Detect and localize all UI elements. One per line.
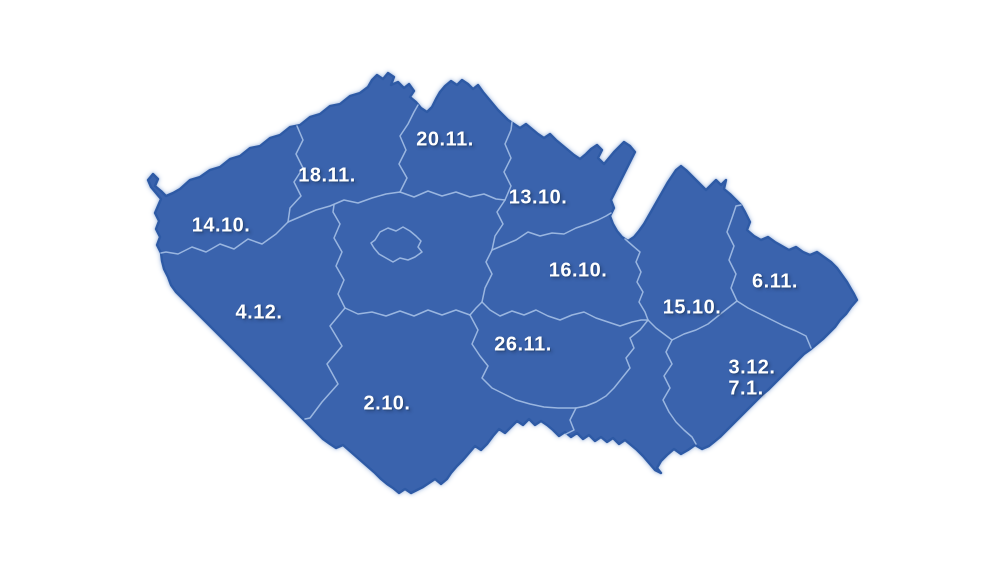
region-label-jihocesky[interactable]: 2.10.	[363, 392, 411, 415]
border-kralovehradecky-stredocesky	[491, 199, 506, 251]
border-ustecky-stredocesky	[287, 191, 401, 223]
region-label-zlinsky-date-1[interactable]: 3.12.	[728, 356, 776, 379]
border-vysocina-jihocesky	[469, 314, 577, 409]
border-karlovarsky-plzensky	[160, 221, 289, 255]
border-plzensky-stredocesky	[332, 204, 346, 309]
border-plzensky-jihocesky	[304, 307, 346, 420]
region-label-kralovehradecky[interactable]: 13.10.	[508, 186, 568, 209]
region-label-plzensky[interactable]: 4.12.	[235, 301, 283, 324]
country-outline	[146, 71, 859, 495]
region-label-vysocina[interactable]: 26.11.	[494, 333, 552, 356]
border-stredocesky-pardubicky	[481, 249, 493, 303]
region-label-liberecky[interactable]: 20.11.	[416, 128, 474, 151]
border-jihomoravsky-olomoucky	[647, 319, 673, 341]
border-stredocesky-jihocesky	[344, 307, 471, 317]
region-label-ustecky[interactable]: 18.11.	[298, 164, 356, 187]
border-ustecky-karlovarsky	[287, 125, 304, 223]
border-stredocesky-vysocina	[469, 301, 483, 316]
border-moravskoslezsky-zlinsky	[736, 300, 812, 349]
border-vysocina-jihomoravsky	[575, 319, 649, 409]
region-borders	[160, 104, 812, 445]
border-olomoucky-moravskoslezsky	[726, 204, 742, 302]
border-pardubicky-vysocina	[481, 301, 649, 327]
border-kralovehradecky-pardubicky	[491, 212, 612, 251]
region-label-zlinsky-date-2[interactable]: 7.1.	[728, 377, 764, 400]
border-olomoucky-zlinsky	[671, 300, 738, 341]
border-zlinsky-jihomoravsky	[662, 339, 697, 445]
prague-enclave-outline	[370, 226, 423, 263]
border-pardubicky-olomoucky	[624, 238, 649, 321]
region-label-moravskoslezsky[interactable]: 6.11.	[752, 270, 798, 293]
region-label-pardubicky[interactable]: 16.10.	[548, 259, 608, 282]
region-label-karlovarsky[interactable]: 14.10.	[191, 214, 251, 237]
border-jihocesky-jihomoravsky	[565, 407, 577, 435]
border-liberecky-kralovehradecky	[503, 121, 513, 201]
border-liberecky-stredocesky	[399, 190, 506, 201]
border-ustecky-liberecky	[398, 104, 419, 193]
region-label-olomoucky[interactable]: 15.10.	[662, 296, 722, 319]
